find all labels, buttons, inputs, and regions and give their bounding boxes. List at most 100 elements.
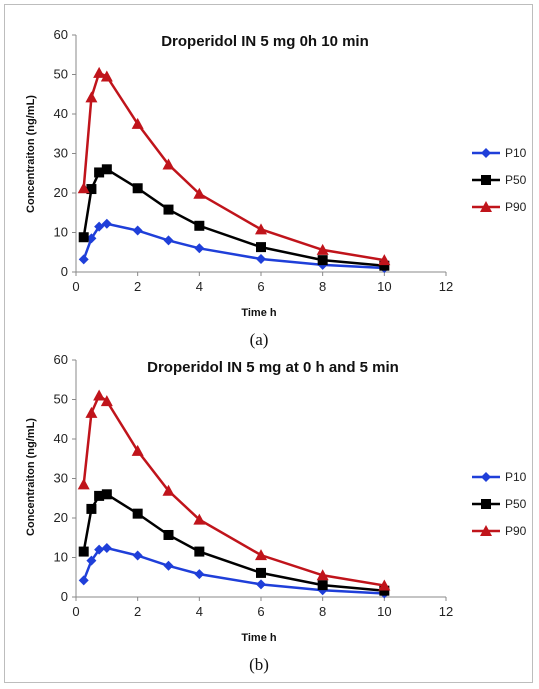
y-tick-label: 50 [54, 67, 68, 82]
data-point-p50 [101, 164, 112, 175]
x-axis-label: Time h [241, 307, 277, 319]
figure-caption: (b) [249, 655, 269, 674]
y-axis-label: Concentraiton (ng/mL) [25, 418, 37, 536]
x-tick-label: 12 [439, 279, 453, 294]
data-point-p90 [131, 117, 144, 129]
legend-label-p50: P50 [505, 497, 527, 511]
legend-label-p90: P90 [505, 524, 527, 538]
data-point-p50 [94, 490, 105, 501]
data-point-p90 [316, 243, 329, 255]
legend-label-p10: P10 [505, 470, 527, 484]
y-tick-label: 0 [61, 589, 68, 604]
x-tick-label: 8 [319, 279, 326, 294]
series-line-p50 [82, 492, 385, 592]
data-point-p10 [194, 243, 205, 254]
y-axis-label: Concentraiton (ng/mL) [25, 95, 37, 213]
x-tick-label: 10 [377, 279, 391, 294]
data-point-p50 [317, 255, 328, 266]
data-point-p10 [101, 218, 112, 229]
data-point-p90 [162, 484, 175, 496]
data-point-p10 [132, 550, 143, 561]
data-point-p10 [101, 543, 112, 554]
x-tick-label: 12 [439, 604, 453, 619]
data-point-p50 [379, 260, 390, 271]
series-line-p10 [82, 546, 385, 595]
y-tick-label: 50 [54, 392, 68, 407]
data-point-p10 [86, 555, 97, 566]
data-point-p10 [163, 560, 174, 571]
data-point-p50 [94, 167, 105, 178]
data-point-p90 [100, 395, 113, 407]
y-tick-label: 10 [54, 550, 68, 565]
data-point-p50 [256, 567, 266, 578]
y-tick-label: 60 [54, 352, 68, 367]
data-point-p10 [132, 225, 143, 236]
y-tick-label: 40 [54, 431, 68, 446]
legend-label-p90: P90 [505, 200, 527, 214]
legend-marker-p90 [480, 201, 492, 212]
figure-caption: (a) [250, 330, 269, 349]
data-point-p50 [194, 220, 205, 231]
data-point-p10 [194, 569, 205, 580]
data-point-p90 [85, 406, 98, 418]
x-tick-label: 8 [319, 604, 326, 619]
chart-b: Droperidol IN 5 mg at 0 h and 5 min Conc… [25, 352, 527, 674]
legend-label-p10: P10 [505, 146, 527, 160]
data-point-p50 [163, 529, 174, 540]
y-tick-label: 20 [54, 510, 68, 525]
x-axis-label: Time h [241, 632, 277, 644]
legend-marker-p50 [481, 499, 491, 509]
data-point-p10 [78, 254, 89, 265]
x-tick-label: 4 [196, 604, 203, 619]
series-line-p90 [82, 71, 385, 262]
data-point-p90 [255, 223, 267, 235]
legend-marker-p10 [481, 472, 491, 482]
data-point-p90 [162, 158, 175, 170]
data-point-p10 [163, 235, 174, 246]
data-point-p90 [378, 579, 391, 591]
data-point-p90 [131, 444, 144, 456]
chart-title: Droperidol IN 5 mg at 0 h and 5 min [147, 359, 399, 376]
legend-marker-p10 [481, 148, 491, 158]
series-line-p90 [82, 393, 385, 587]
y-tick-label: 60 [54, 27, 68, 42]
data-point-p90 [193, 187, 206, 199]
chart-title: Droperidol IN 5 mg 0h 10 min [161, 33, 369, 50]
data-point-p50 [78, 546, 89, 557]
data-point-p90 [378, 254, 391, 266]
y-tick-label: 30 [54, 146, 68, 161]
data-point-p50 [78, 232, 89, 243]
chart-a: Droperidol IN 5 mg 0h 10 min Concentrait… [25, 27, 527, 349]
x-tick-label: 10 [377, 604, 391, 619]
data-point-p50 [132, 183, 143, 194]
data-point-p50 [101, 489, 112, 500]
data-point-p10 [256, 579, 266, 590]
data-point-p90 [193, 513, 206, 525]
data-point-p50 [379, 585, 390, 596]
x-tick-label: 2 [134, 279, 141, 294]
data-point-p10 [78, 575, 89, 586]
y-tick-label: 0 [61, 264, 68, 279]
data-point-p10 [256, 253, 266, 264]
data-point-p50 [194, 546, 205, 557]
legend-marker-p50 [481, 175, 491, 185]
data-point-p90 [93, 389, 106, 401]
x-tick-label: 0 [72, 604, 79, 619]
data-point-p50 [317, 580, 328, 591]
data-point-p50 [86, 184, 97, 195]
x-tick-label: 4 [196, 279, 203, 294]
data-point-p90 [93, 66, 106, 78]
data-point-p10 [94, 221, 105, 232]
y-tick-label: 10 [54, 225, 68, 240]
x-tick-label: 0 [72, 279, 79, 294]
y-tick-label: 30 [54, 471, 68, 486]
data-point-p10 [94, 544, 105, 555]
x-tick-label: 6 [257, 279, 264, 294]
legend-label-p50: P50 [505, 173, 527, 187]
y-tick-label: 20 [54, 185, 68, 200]
data-point-p90 [255, 549, 267, 561]
data-point-p50 [132, 508, 143, 519]
data-point-p90 [77, 478, 90, 490]
data-point-p50 [86, 503, 97, 514]
